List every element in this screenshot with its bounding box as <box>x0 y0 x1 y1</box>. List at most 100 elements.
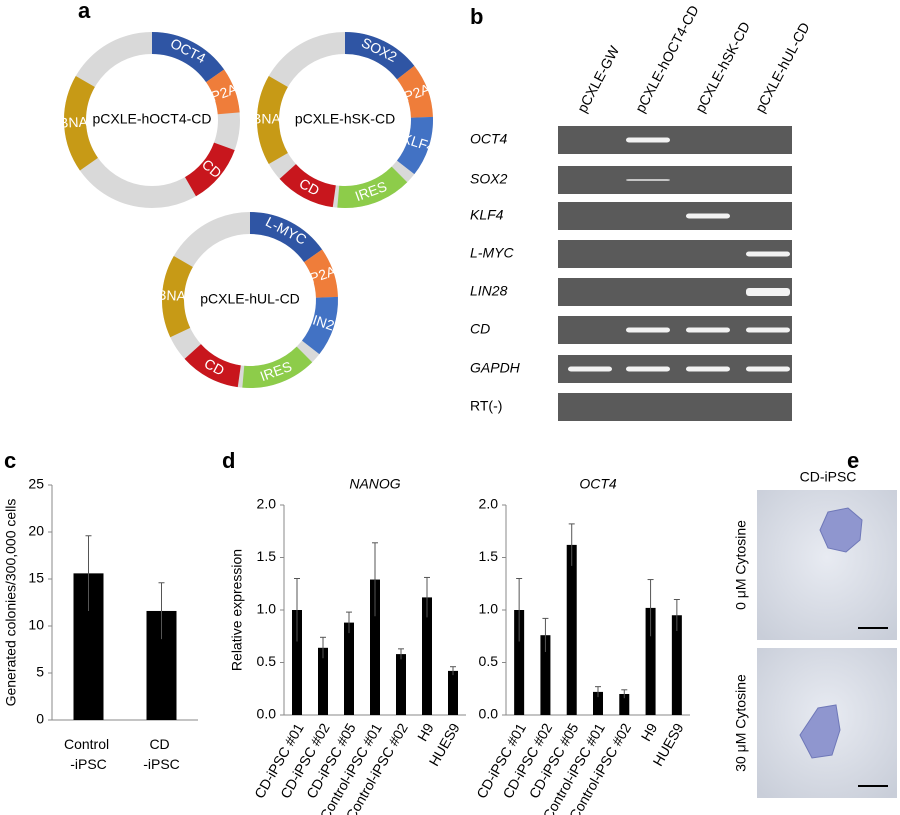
bar <box>396 654 406 715</box>
gene-label: LIN28 <box>470 283 508 299</box>
y-tick-label: 5 <box>36 664 44 680</box>
segment-label: EBNA-1 <box>148 286 199 304</box>
plasmid-name: pCXLE-hSK-CD <box>295 111 395 127</box>
bar <box>344 622 354 715</box>
condition-label: 0 μM Cytosine <box>733 520 749 610</box>
gene-label: SOX2 <box>470 171 508 187</box>
y-tick-label: 1.5 <box>479 548 499 564</box>
y-tick-label: 0.0 <box>257 706 277 722</box>
gel-strip <box>558 166 792 194</box>
gel-strip <box>558 202 792 230</box>
y-axis-label: Generated colonies/300,000 cells <box>3 499 19 707</box>
chart-title: NANOG <box>349 476 400 492</box>
bar <box>540 635 551 715</box>
lane-label: pCXLE-hSK-CD <box>692 19 753 115</box>
gel-band <box>746 251 790 257</box>
panel-letter: a <box>78 0 91 23</box>
plasmid-name: pCXLE-hOCT4-CD <box>92 111 211 127</box>
y-tick-label: 2.0 <box>479 496 499 512</box>
y-tick-label: 15 <box>28 570 44 586</box>
plasmid-segment <box>257 76 289 164</box>
segment-label: EBNA-1 <box>49 113 100 131</box>
gel-strip <box>558 126 792 154</box>
bar <box>645 607 656 715</box>
y-tick-label: 10 <box>28 617 44 633</box>
gel-band <box>746 366 790 372</box>
x-tick-label: Control -iPSC <box>64 736 113 772</box>
gel-band <box>626 327 670 333</box>
plasmid-segment <box>162 256 194 338</box>
segment-label: EBNA-1 <box>243 111 294 127</box>
gel-band <box>686 327 730 333</box>
gene-label: RT(-) <box>470 398 502 414</box>
y-tick-label: 0 <box>36 711 44 727</box>
plasmid-segment <box>344 32 415 80</box>
bar <box>318 647 328 715</box>
plasmid-segment <box>64 76 99 171</box>
plasmid-segment <box>184 142 235 197</box>
colony <box>819 507 863 553</box>
gene-label: KLF4 <box>470 207 504 223</box>
plasmid-name: pCXLE-hUL-CD <box>200 291 300 307</box>
y-axis-label: Relative expression <box>229 549 245 671</box>
bar <box>292 610 302 715</box>
gel-band <box>626 179 670 181</box>
image-title: CD-iPSC <box>800 469 857 485</box>
gel-band <box>686 213 730 219</box>
panel-letter: d <box>222 448 235 473</box>
lane-label: pCXLE-hOCT4-CD <box>632 3 702 116</box>
gene-label: OCT4 <box>470 131 508 147</box>
x-tick-label: H9 <box>638 720 661 744</box>
gel-band <box>626 366 670 372</box>
plasmid-segment <box>184 343 242 388</box>
panel-letter: b <box>470 4 483 29</box>
bar <box>514 610 525 715</box>
x-tick-label: H9 <box>414 720 437 744</box>
y-tick-label: 2.0 <box>257 496 277 512</box>
gene-label: L-MYC <box>470 245 514 261</box>
plasmid-segment <box>242 346 313 388</box>
plasmid-segment <box>396 65 433 119</box>
y-tick-label: 1.5 <box>257 548 277 564</box>
plasmid-segment <box>337 166 408 208</box>
bar <box>370 579 380 715</box>
y-tick-label: 1.0 <box>257 601 277 617</box>
micrograph <box>757 490 897 640</box>
gel-band <box>746 327 790 333</box>
gel-strip <box>558 393 792 421</box>
plasmid-segment <box>205 69 240 115</box>
condition-label: 30 μM Cytosine <box>733 674 749 772</box>
y-tick-label: 25 <box>28 476 44 492</box>
plasmid-segment <box>396 116 433 175</box>
plasmid-segment <box>303 249 338 299</box>
bar <box>619 694 630 715</box>
gel-band <box>568 366 612 372</box>
panel-letter: e <box>847 448 859 473</box>
plasmid-segment <box>279 163 337 208</box>
gel-band <box>626 137 670 143</box>
y-tick-label: 1.0 <box>479 601 499 617</box>
bar <box>566 544 577 715</box>
plasmid-segment <box>301 296 338 355</box>
x-tick-label: CD -iPSC <box>143 736 180 772</box>
bar <box>422 597 432 715</box>
colony <box>799 704 841 759</box>
gene-label: CD <box>470 321 490 337</box>
y-tick-label: 20 <box>28 523 44 539</box>
lane-label: pCXLE-hUL-CD <box>752 20 813 115</box>
gel-band <box>746 288 790 296</box>
bar <box>593 691 603 715</box>
y-tick-label: 0.5 <box>257 653 277 669</box>
panel-letter: c <box>4 448 16 473</box>
plasmid-segment <box>151 32 225 83</box>
gene-label: GAPDH <box>470 360 521 376</box>
gel-band <box>686 366 730 372</box>
bar <box>448 670 458 715</box>
chart-title: OCT4 <box>579 476 617 492</box>
y-tick-label: 0.0 <box>479 706 499 722</box>
bar <box>671 615 682 715</box>
lane-label: pCXLE-GW <box>574 42 623 115</box>
plasmid-segment <box>249 212 323 263</box>
y-tick-label: 0.5 <box>479 653 499 669</box>
